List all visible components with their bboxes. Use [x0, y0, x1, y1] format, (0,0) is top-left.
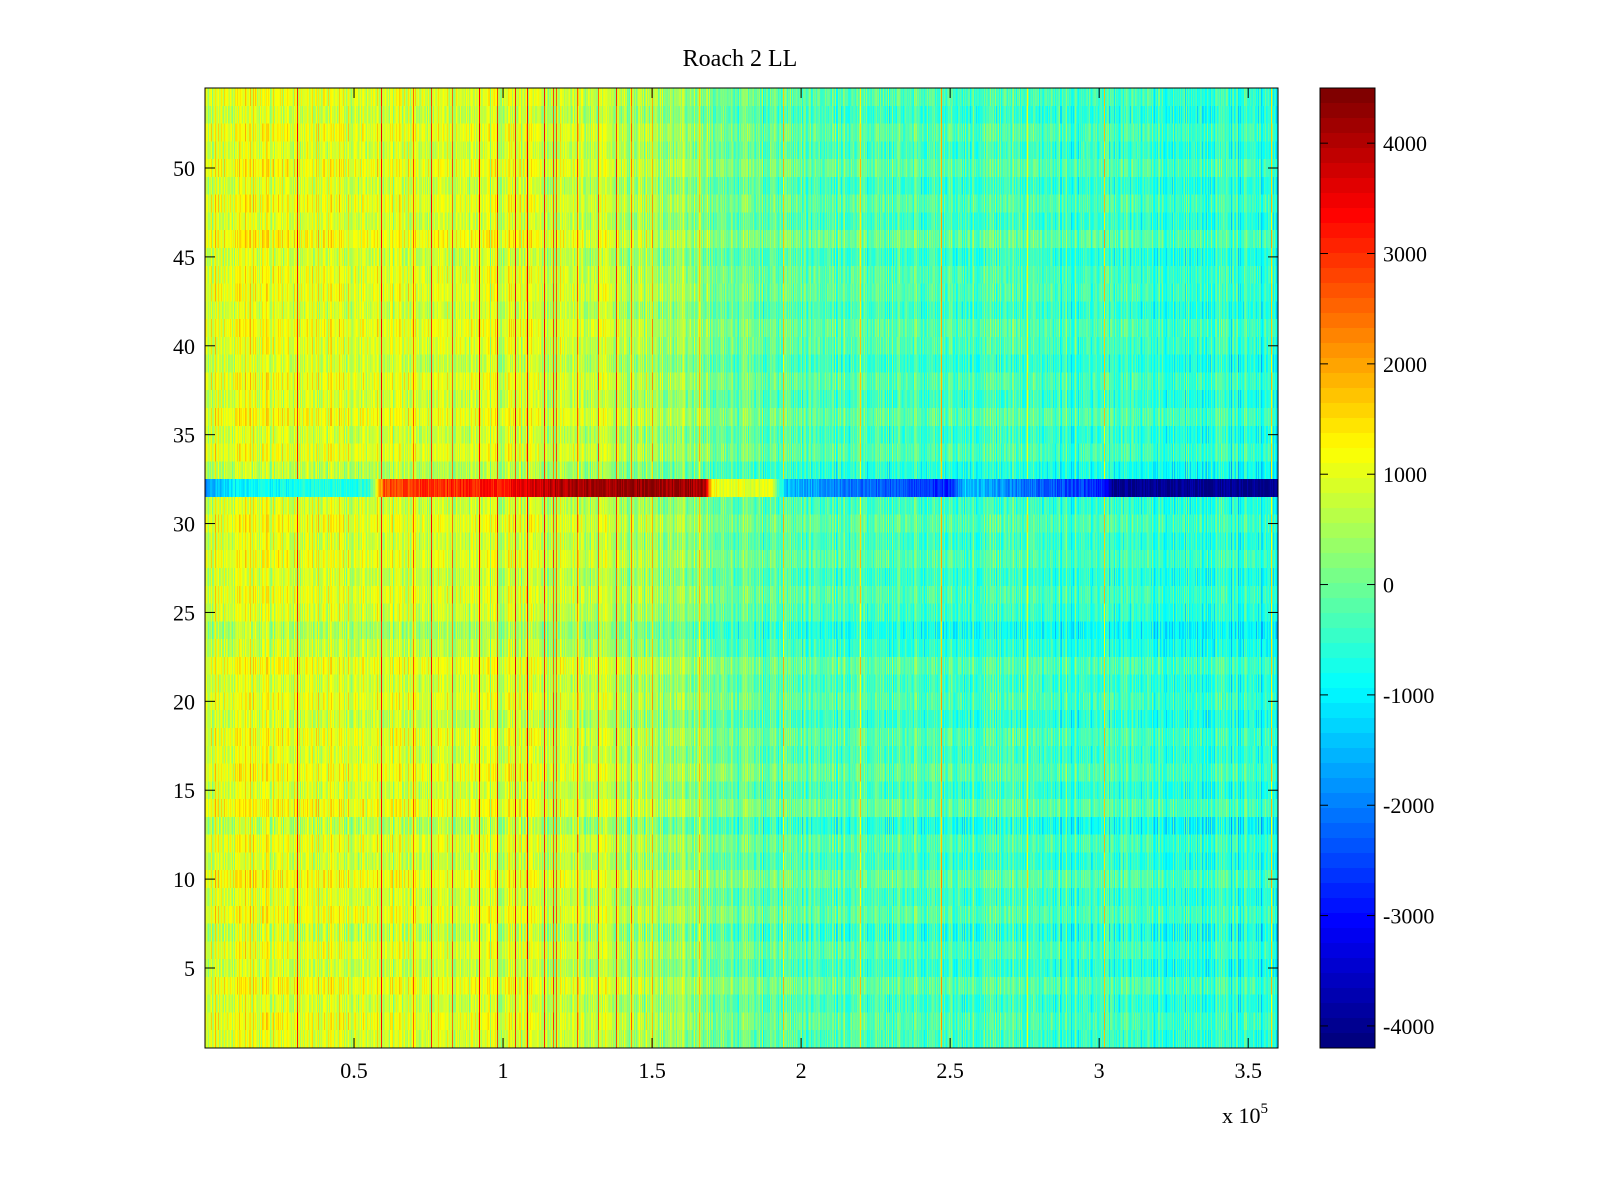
colorbar-frame	[1319, 87, 1376, 1049]
colorbar-ticks: 4000 3000 2000 1000 0 -1000 -2000 -3000 -4000	[1320, 131, 1434, 1039]
y-tick-label: 40	[173, 334, 195, 359]
y-tick-label: 5	[184, 956, 195, 981]
y-tick-label: 20	[173, 689, 195, 714]
x-axis: 0.5 1 1.5 2 2.5 3 3.5	[340, 88, 1262, 1083]
colorbar-tick-label: 1000	[1383, 462, 1427, 487]
colorbar-tick-label: 4000	[1383, 131, 1427, 156]
y-tick-label: 10	[173, 867, 195, 892]
y-tick-label: 35	[173, 423, 195, 448]
plot-frame	[204, 87, 1279, 1049]
colorbar: 4000 3000 2000 1000 0 -1000 -2000 -3000 -4000	[1319, 87, 1434, 1049]
colorbar-tick-label: 2000	[1383, 352, 1427, 377]
x-tick-label: 2.5	[936, 1058, 964, 1083]
colorbar-image	[1320, 88, 1375, 1048]
x-axis-multiplier: x 105	[1222, 1101, 1268, 1128]
x-tick-label: 3.5	[1234, 1058, 1262, 1083]
x-tick-label: 1	[498, 1058, 509, 1083]
colorbar-tick-label: -3000	[1383, 904, 1434, 929]
x-tick-label: 0.5	[340, 1058, 368, 1083]
y-tick-label: 15	[173, 778, 195, 803]
y-tick-label: 30	[173, 512, 195, 537]
heatmap-plot-area[interactable]: 5 10 15 20 25 30 35 40 45 50 0.5 1 1.5 2 2.5 3 3.5	[173, 87, 1279, 1083]
x-tick-label: 1.5	[638, 1058, 666, 1083]
heatmap-image	[205, 88, 1278, 1048]
y-axis: 5 10 15 20 25 30 35 40 45 50	[173, 156, 1278, 981]
x-tick-label: 3	[1094, 1058, 1105, 1083]
colorbar-tick-label: 0	[1383, 573, 1394, 598]
colorbar-tick-label: -4000	[1383, 1014, 1434, 1039]
colorbar-tick-label: -2000	[1383, 793, 1434, 818]
y-tick-label: 50	[173, 156, 195, 181]
x-tick-label: 2	[796, 1058, 807, 1083]
colorbar-tick-label: 3000	[1383, 242, 1427, 267]
y-tick-label: 25	[173, 600, 195, 625]
chart-title: Roach 2 LL	[683, 46, 798, 72]
colorbar-tick-label: -1000	[1383, 683, 1434, 708]
y-tick-label: 45	[173, 245, 195, 270]
